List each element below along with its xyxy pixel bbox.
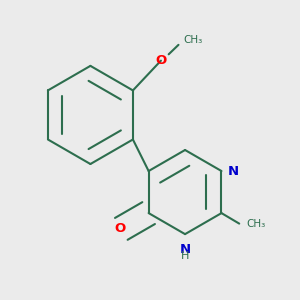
Text: CH₃: CH₃ [184, 34, 203, 45]
Text: O: O [155, 54, 167, 67]
Text: N: N [228, 164, 239, 178]
Text: O: O [114, 222, 125, 236]
Text: H: H [181, 250, 189, 261]
Text: CH₃: CH₃ [246, 219, 266, 229]
Text: N: N [179, 243, 191, 256]
